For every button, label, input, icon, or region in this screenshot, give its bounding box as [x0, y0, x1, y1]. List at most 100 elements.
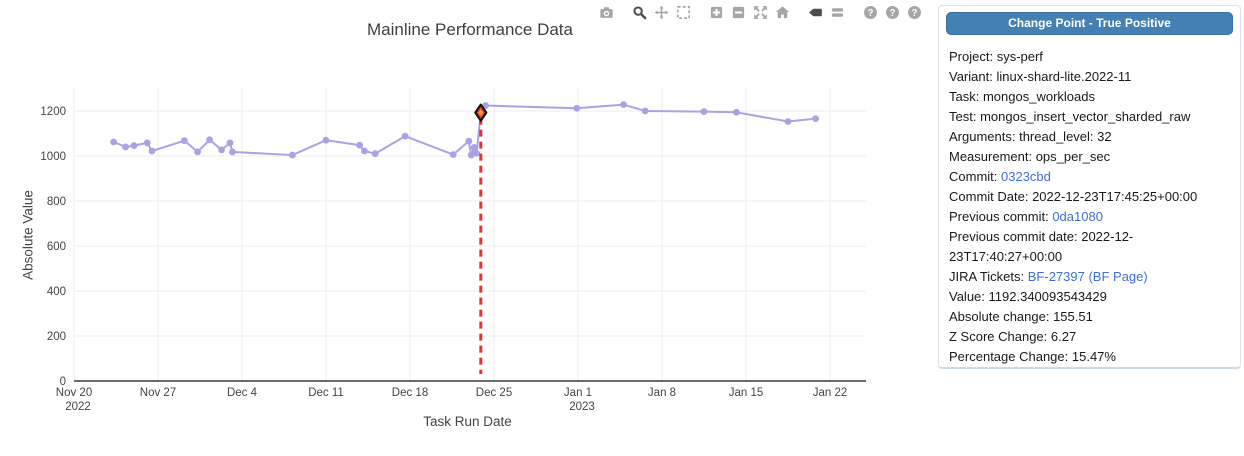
change-point-marker-center	[478, 109, 484, 117]
data-point[interactable]	[218, 146, 226, 154]
change-point-status-button[interactable]: Change Point - True Positive	[946, 12, 1233, 35]
help-2-icon[interactable]: ?	[881, 3, 903, 21]
panel-field-row: Test: mongos_insert_vector_sharded_raw	[949, 107, 1230, 127]
field-label: Previous commit:	[949, 209, 1053, 224]
data-point[interactable]	[226, 139, 234, 147]
data-point[interactable]	[641, 107, 649, 115]
data-point[interactable]	[371, 150, 379, 158]
x-tick-label: Nov 27	[140, 387, 176, 399]
svg-text:?: ?	[867, 7, 873, 18]
field-label: Value:	[949, 289, 989, 304]
svg-text:?: ?	[911, 7, 917, 18]
data-point[interactable]	[130, 142, 138, 150]
data-point[interactable]	[473, 149, 480, 157]
panel-field-row: Task: mongos_workloads	[949, 87, 1230, 107]
panel-field-row: Commit Date: 2022-12-23T17:45:25+00:00	[949, 187, 1230, 207]
field-label: Absolute change:	[949, 309, 1054, 324]
data-point[interactable]	[229, 148, 236, 156]
y-tick-label: 1200	[40, 106, 66, 118]
x-tick-label: Dec 11	[308, 387, 344, 399]
zoom-icon[interactable]	[628, 3, 650, 21]
field-value: 15.47%	[1071, 349, 1116, 364]
change-point-details: Project: sys-perf Variant: linux-shard-li…	[939, 39, 1240, 367]
field-value: 6.27	[1050, 329, 1077, 344]
field-label: Commit:	[949, 169, 1001, 184]
data-point[interactable]	[143, 139, 151, 147]
field-value: mongos_workloads	[982, 89, 1095, 104]
x-tick-label: Dec 25	[476, 387, 512, 399]
field-link[interactable]: (BF Page)	[1088, 269, 1148, 284]
field-value: sys-perf	[996, 49, 1043, 64]
reset-axes-icon[interactable]	[771, 3, 793, 21]
field-label: Measurement:	[949, 149, 1036, 164]
panel-field-row: Value: 1192.340093543429	[949, 287, 1230, 307]
data-point[interactable]	[401, 132, 409, 140]
data-point[interactable]	[356, 141, 363, 149]
y-tick-label: 400	[47, 286, 66, 298]
panel-field-row: Absolute change: 155.51	[949, 307, 1230, 327]
field-value: linux-shard-lite.2022-11	[996, 69, 1132, 84]
field-label: Commit Date:	[949, 189, 1033, 204]
help-1-icon[interactable]: ?	[859, 3, 881, 21]
performance-chart-region: Mainline Performance Data Absolute Value…	[0, 0, 955, 456]
panel-field-row: Previous commit: 0da1080	[949, 207, 1230, 227]
data-point[interactable]	[194, 148, 202, 156]
data-point[interactable]	[449, 151, 457, 159]
data-point[interactable]	[110, 138, 117, 146]
box-select-icon[interactable]	[672, 3, 694, 21]
x-tick-label: Jan 1	[564, 387, 592, 399]
panel-field-row: Project: sys-perf	[949, 47, 1230, 67]
field-label: Test:	[949, 109, 981, 124]
field-value: thread_level: 32	[1019, 129, 1112, 144]
field-link[interactable]: 0323cbd	[1001, 169, 1051, 184]
performance-chart[interactable]: 0 200 400 600 800 1000 1200 Nov 20 2022 Nov 27 Dec…	[0, 0, 940, 456]
y-tick-label: 0	[60, 376, 66, 388]
camera-icon[interactable]	[595, 3, 617, 21]
field-value: 1192.340093543429	[988, 289, 1107, 304]
field-label: JIRA Tickets:	[949, 269, 1028, 284]
data-point[interactable]	[470, 144, 478, 151]
field-value: 2022-12-23T17:45:25+00:00	[1032, 189, 1198, 204]
data-point[interactable]	[148, 147, 156, 155]
field-link[interactable]: 0da1080	[1052, 209, 1103, 224]
series-line	[113, 103, 816, 157]
data-point[interactable]	[467, 151, 475, 159]
zoom-in-icon[interactable]	[705, 3, 727, 21]
x-tick-year-label: 2022	[65, 401, 91, 413]
data-point[interactable]	[812, 115, 819, 123]
autoscale-icon[interactable]	[749, 3, 771, 21]
field-label: Z Score Change:	[949, 329, 1051, 344]
pan-icon[interactable]	[650, 3, 672, 21]
hover-compare-icon[interactable]	[826, 3, 848, 21]
data-point[interactable]	[465, 137, 473, 145]
zoom-out-icon[interactable]	[727, 3, 749, 21]
data-point[interactable]	[122, 143, 129, 151]
panel-field-row: JIRA Tickets: BF-27397 (BF Page)	[949, 267, 1230, 287]
field-value: ops_per_sec	[1035, 149, 1111, 164]
data-point[interactable]	[181, 137, 188, 145]
chart-title: Mainline Performance Data	[367, 20, 573, 39]
field-value: 2022-12-23T17:40:27+00:00	[949, 229, 1134, 264]
field-link[interactable]: BF-27397	[1027, 269, 1085, 284]
field-label: Variant:	[949, 69, 997, 84]
data-point[interactable]	[289, 151, 296, 159]
data-point[interactable]	[700, 108, 708, 116]
x-tick-label: Jan 8	[648, 387, 676, 399]
plotly-modebar: ???	[595, 3, 958, 21]
x-tick-label: Dec 4	[227, 387, 258, 399]
help-3-icon[interactable]: ?	[903, 3, 925, 21]
toggle-spikelines-icon[interactable]	[804, 3, 826, 21]
y-tick-label: 1000	[40, 151, 66, 163]
data-point[interactable]	[784, 118, 792, 125]
data-point[interactable]	[361, 147, 368, 155]
data-point[interactable]	[322, 136, 330, 144]
field-label: Task:	[949, 89, 983, 104]
field-label: Arguments:	[949, 129, 1020, 144]
data-point[interactable]	[620, 101, 627, 109]
data-point[interactable]	[733, 108, 740, 116]
panel-field-row: Arguments: thread_level: 32	[949, 127, 1230, 147]
x-tick-label: Jan 22	[813, 387, 848, 399]
data-point[interactable]	[206, 136, 214, 144]
x-tick-year-label: 2023	[569, 401, 595, 413]
data-point[interactable]	[573, 104, 581, 112]
